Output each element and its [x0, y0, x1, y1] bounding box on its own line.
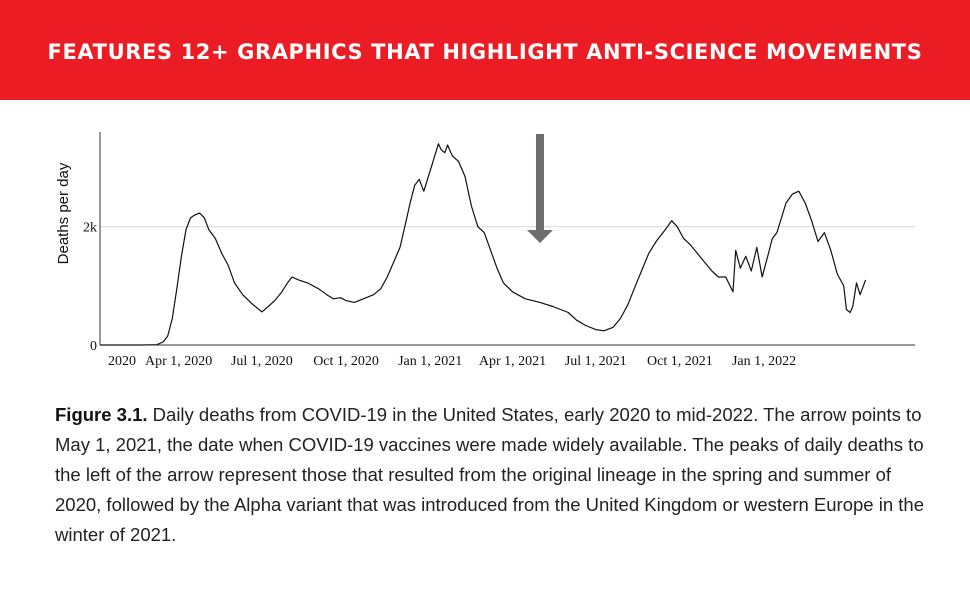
- y-axis-title: Deaths per day: [55, 162, 72, 264]
- y-tick-label: 0: [90, 339, 97, 354]
- deaths-line-chart: 0 2k 2020 Apr 1, 2020 Jul 1, 2020 Oct 1, 202…: [55, 132, 915, 369]
- figure-caption: Figure 3.1. Daily deaths from COVID-19 i…: [55, 400, 935, 550]
- x-tick-label: Apr 1, 2021: [479, 354, 546, 369]
- x-tick-label: Oct 1, 2021: [647, 354, 713, 369]
- figure-label: Figure 3.1.: [55, 404, 148, 425]
- x-tick-label: Jan 1, 2022: [732, 354, 796, 369]
- y-tick-label: 2k: [83, 221, 97, 236]
- header-banner: FEATURES 12+ GRAPHICS THAT HIGHLIGHT ANT…: [0, 0, 970, 100]
- x-tick-label: Oct 1, 2020: [313, 354, 379, 369]
- deaths-series-line: [100, 143, 867, 346]
- x-tick-label: Jul 1, 2021: [565, 354, 627, 369]
- x-tick-label: Jan 1, 2021: [398, 354, 462, 369]
- vaccine-date-arrow: [526, 134, 553, 243]
- x-tick-label: Apr 1, 2020: [145, 354, 212, 369]
- arrow-shaft: [535, 134, 544, 230]
- x-tick-label: 2020: [108, 354, 136, 369]
- caption-text: Daily deaths from COVID-19 in the United…: [55, 404, 924, 545]
- banner-title: FEATURES 12+ GRAPHICS THAT HIGHLIGHT ANT…: [47, 40, 923, 64]
- arrow-head: [526, 230, 553, 243]
- y-tick-labels: 0 2k: [83, 221, 97, 354]
- x-tick-label: Jul 1, 2020: [231, 354, 293, 369]
- x-tick-labels: 2020 Apr 1, 2020 Jul 1, 2020 Oct 1, 2020 Jan…: [108, 354, 796, 369]
